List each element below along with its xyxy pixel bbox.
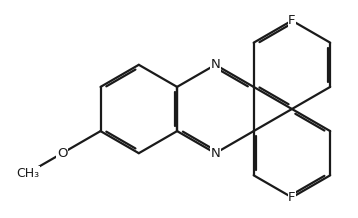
Text: CH₃: CH₃ [16, 167, 39, 180]
Text: F: F [288, 191, 296, 204]
Text: O: O [57, 147, 68, 160]
Text: N: N [211, 147, 220, 160]
Text: N: N [211, 58, 220, 71]
Text: F: F [288, 14, 296, 27]
